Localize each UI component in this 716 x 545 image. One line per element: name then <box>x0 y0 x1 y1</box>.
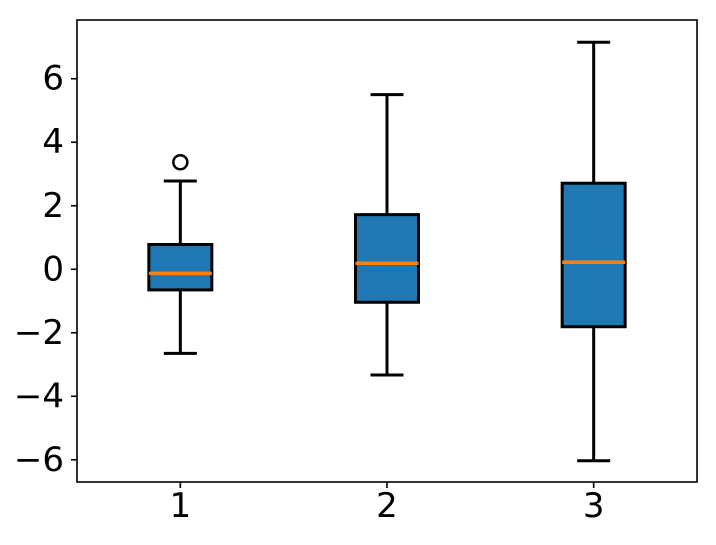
y-tick-label: 2 <box>42 186 64 226</box>
outlier-marker <box>172 154 189 171</box>
y-tick-label: −2 <box>14 313 64 353</box>
y-tick-label: 6 <box>42 59 64 99</box>
x-tick-label: 3 <box>583 486 605 526</box>
box-iqr <box>560 181 627 329</box>
y-tick-label: 0 <box>42 249 64 289</box>
y-tick-label: 4 <box>42 122 64 162</box>
x-tick-label: 1 <box>170 486 192 526</box>
x-tick-label: 2 <box>376 486 398 526</box>
box-iqr <box>354 213 420 304</box>
box-iqr <box>147 242 214 292</box>
y-tick-label: −4 <box>14 376 64 416</box>
y-tick-label: −6 <box>14 440 64 480</box>
